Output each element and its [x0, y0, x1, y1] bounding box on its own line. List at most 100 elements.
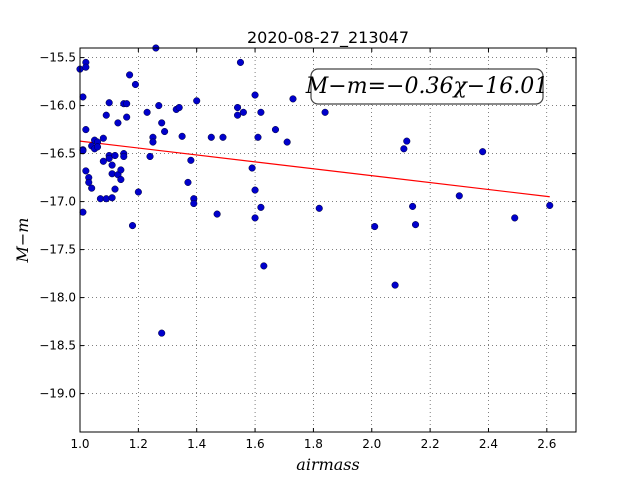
x-axis-label: airmass [296, 455, 359, 474]
points-layer [76, 44, 554, 337]
x-tick-label: 1.2 [129, 437, 148, 451]
data-point [79, 93, 87, 101]
data-point [79, 147, 87, 155]
data-point [111, 185, 119, 193]
x-tick-label: 1.6 [246, 437, 265, 451]
data-point [257, 203, 265, 211]
y-tick-label: −17.0 [39, 195, 76, 209]
data-point [99, 134, 107, 142]
data-point [184, 178, 192, 186]
data-point [102, 195, 110, 203]
data-point [120, 152, 128, 161]
equation-box [310, 68, 544, 105]
data-point [239, 108, 247, 116]
data-point [315, 204, 323, 212]
data-point [108, 194, 116, 202]
data-point [128, 222, 137, 230]
data-point [248, 164, 256, 172]
data-point [371, 223, 379, 231]
equation-annotation: M−m=−0.36χ−16.01 [305, 74, 548, 99]
y-axis-label: M−m [13, 218, 32, 264]
data-point [411, 221, 420, 229]
data-point [134, 188, 142, 196]
data-point [82, 167, 90, 175]
y-tick-label: −18.5 [39, 339, 76, 353]
data-point [479, 148, 487, 156]
x-tick-label: 2.2 [421, 437, 440, 451]
data-point [234, 103, 242, 112]
data-point [207, 133, 215, 141]
x-tick-label: 2.0 [362, 437, 381, 451]
grid [79, 48, 576, 432]
y-tick-label: −15.5 [39, 51, 76, 65]
data-point [131, 80, 139, 89]
x-tick-label: 1.8 [304, 437, 323, 451]
data-point [546, 201, 554, 209]
data-point [251, 91, 259, 99]
data-point [175, 103, 183, 112]
data-point [260, 262, 268, 270]
data-point [283, 138, 291, 146]
x-tick-label: 1.4 [187, 437, 206, 451]
data-point [400, 145, 408, 153]
data-point [236, 58, 245, 66]
data-point [117, 166, 125, 174]
x-tick-label: 2.6 [537, 437, 556, 451]
data-point [455, 192, 463, 200]
data-point [85, 178, 93, 186]
y-tick-label: −19.0 [39, 387, 76, 401]
data-point [161, 127, 169, 136]
ticks [79, 48, 576, 432]
fit-line-layer [79, 140, 550, 198]
x-tick-label: 2.4 [479, 437, 498, 451]
data-point [105, 154, 113, 162]
data-point [105, 99, 113, 107]
y-tick-label: −16.5 [39, 147, 76, 161]
data-point [511, 214, 519, 222]
data-point [391, 281, 399, 289]
y-tick-labels: −15.5 −16.0 −16.5 −17.0 −17.5 −18.0 −18.5 −19.0 [39, 51, 76, 401]
data-point [155, 102, 163, 110]
data-point [257, 108, 265, 116]
data-point [190, 199, 198, 208]
data-point [149, 138, 157, 146]
y-tick-label: −18.0 [39, 291, 76, 305]
data-point [111, 151, 119, 160]
data-point [254, 133, 262, 141]
data-point [123, 100, 131, 108]
data-point [158, 329, 166, 337]
x-tick-labels: 1.0 1.2 1.4 1.6 1.8 2.0 2.2 2.4 2.6 [70, 437, 556, 451]
data-point [219, 133, 227, 141]
plot-frame [79, 47, 577, 433]
data-point [187, 156, 195, 164]
data-point [158, 119, 166, 127]
data-point [251, 214, 259, 222]
data-point [79, 208, 87, 216]
y-tick-label: −17.5 [39, 243, 76, 257]
data-point [234, 111, 242, 119]
data-point [251, 186, 259, 194]
data-point [143, 108, 151, 116]
data-point [93, 143, 102, 151]
x-tick-label: 1.0 [70, 437, 89, 451]
data-point [213, 210, 221, 218]
data-point [193, 97, 201, 105]
data-point [108, 170, 116, 178]
data-point [146, 152, 154, 161]
data-point [271, 126, 280, 134]
chart-title: 2020-08-27_213047 [247, 28, 409, 48]
data-point [114, 119, 122, 127]
data-point [82, 126, 90, 134]
data-point [117, 175, 125, 184]
data-point [178, 132, 186, 140]
data-point [409, 202, 417, 210]
y-tick-label: −16.0 [39, 99, 76, 113]
data-point [99, 157, 107, 165]
data-point [82, 63, 90, 71]
data-point [102, 111, 110, 119]
data-point [123, 113, 131, 121]
data-point [321, 108, 329, 116]
data-point [126, 71, 134, 79]
data-point [88, 184, 96, 192]
data-point [289, 95, 297, 103]
